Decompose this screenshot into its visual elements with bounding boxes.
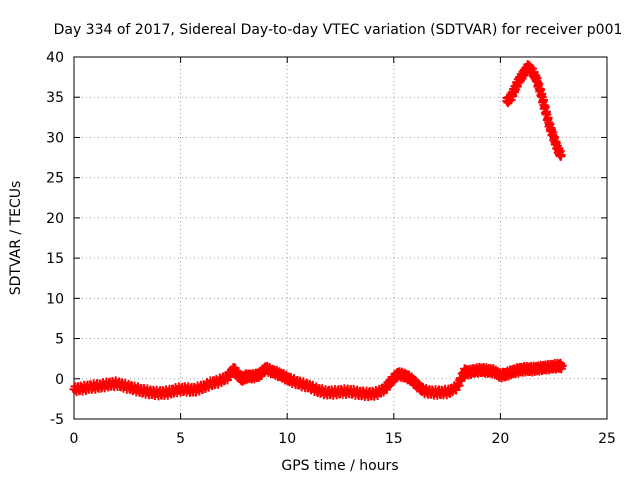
- x-tick-label: 25: [598, 431, 616, 447]
- plot-frame: [73, 56, 608, 420]
- data-points: [69, 59, 567, 402]
- y-tick-label: -5: [50, 412, 64, 428]
- grid-lines: [74, 57, 607, 419]
- y-tick-label: 15: [46, 251, 64, 267]
- chart-title: Day 334 of 2017, Sidereal Day-to-day VTE…: [54, 22, 623, 38]
- x-tick-label: 15: [385, 431, 403, 447]
- y-tick-label: 0: [55, 372, 64, 388]
- x-tick-labels: 0 5 10 15 20 25: [70, 431, 616, 447]
- y-tick-label: 35: [46, 90, 64, 106]
- y-tick-label: 30: [46, 130, 64, 146]
- x-axis-label: GPS time / hours: [281, 458, 398, 474]
- x-tick-label: 20: [491, 431, 509, 447]
- y-tick-label: 25: [46, 171, 64, 187]
- data-point: [556, 150, 566, 160]
- y-tick-label: 10: [46, 291, 64, 307]
- x-tick-label: 5: [176, 431, 185, 447]
- data-point: [557, 361, 567, 371]
- axis-ticks: [73, 56, 608, 420]
- y-tick-label: 5: [55, 332, 64, 348]
- y-tick-label: 40: [46, 50, 64, 66]
- x-tick-label: 0: [70, 431, 79, 447]
- y-axis-label: SDTVAR / TECUs: [8, 181, 24, 296]
- y-tick-labels: -5 0 5 10 15 20 25 30 35 40: [46, 50, 64, 428]
- x-tick-label: 10: [278, 431, 296, 447]
- y-tick-label: 20: [46, 211, 64, 227]
